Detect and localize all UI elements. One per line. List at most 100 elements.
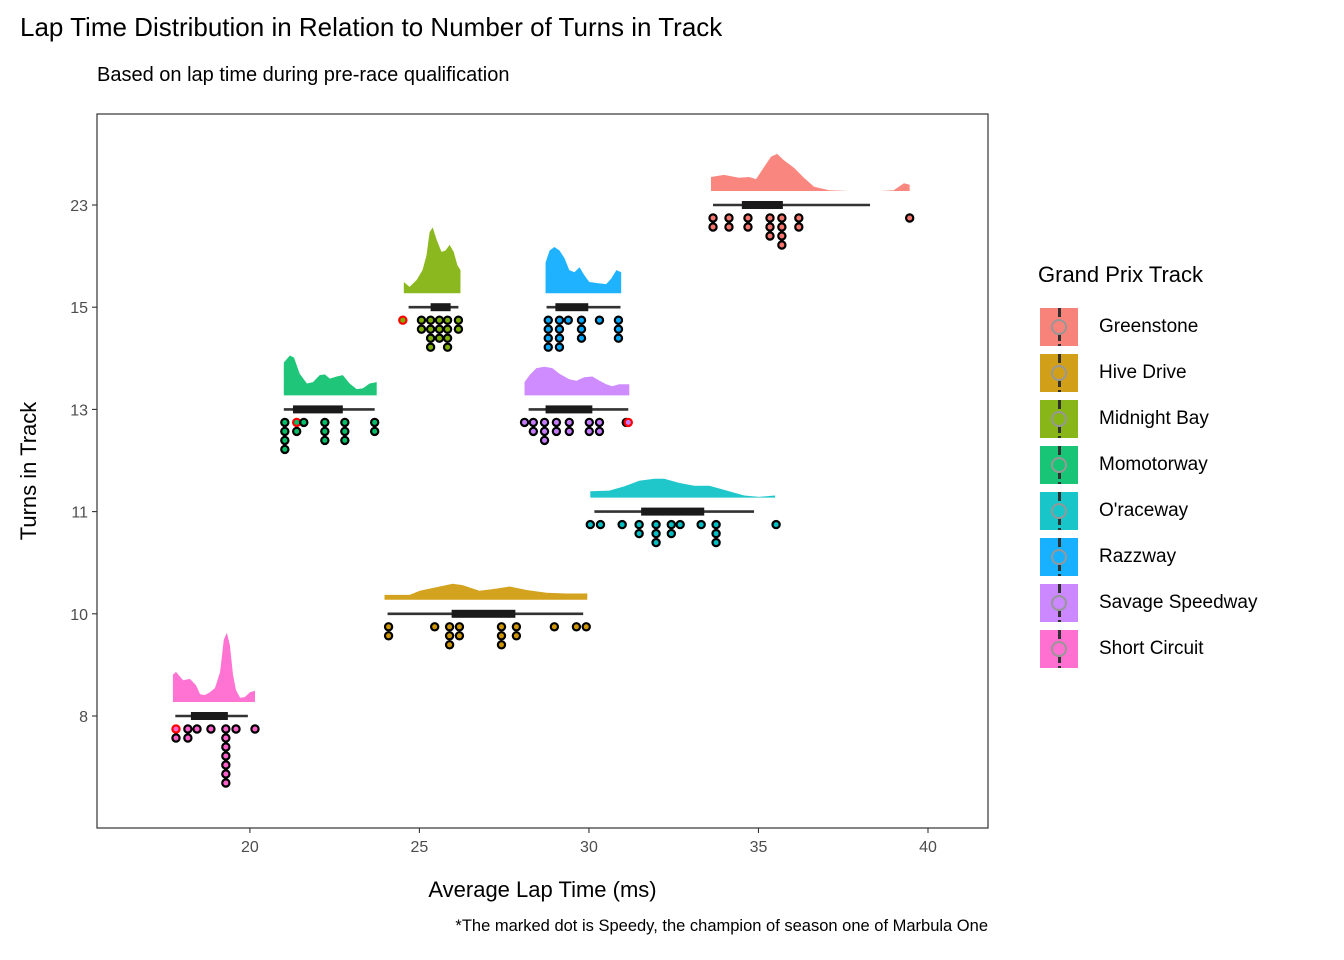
density-cloud [172,632,255,702]
legend-key-swatch [1040,492,1078,530]
legend-key-swatch [1040,400,1078,438]
data-dot [453,315,464,325]
legend-item: Hive Drive [1038,350,1257,396]
data-dot [777,231,787,241]
data-dot [340,435,350,446]
data-dot [594,417,605,428]
data-dot [585,519,596,530]
data-dot [511,631,522,641]
data-dot [651,537,661,548]
data-dot [594,315,605,325]
legend-item: Savage Speedway [1038,580,1257,626]
data-dot [383,622,394,632]
legend-key-swatch [1040,538,1078,576]
data-dot [584,417,594,428]
legend-key-swatch [1040,446,1078,484]
data-dot [280,426,290,437]
data-dot [434,333,445,343]
data-dot [221,742,231,752]
data-dot [221,778,231,788]
chart-caption: *The marked dot is Speedy, the champion … [455,917,988,935]
legend-key-point [1051,457,1067,473]
data-dot [613,324,624,334]
data-dot [221,733,231,743]
data-dot [221,751,231,761]
data-dot [442,324,453,334]
data-dot [340,417,350,428]
legend-item: Short Circuit [1038,626,1257,672]
data-dot [666,528,677,539]
legend-key-point [1051,365,1067,381]
series-o-raceway [585,478,781,548]
speedy-dot [623,417,633,428]
data-dot [280,435,290,446]
data-dot [320,426,330,437]
legend-item: O'raceway [1038,488,1257,534]
legend-label: Savage Speedway [1099,592,1258,613]
data-dot [429,622,440,632]
data-dot [563,315,573,325]
y-tick-label: 15 [70,300,88,317]
data-dot [444,622,455,632]
legend-item: Greenstone [1038,304,1257,350]
data-dot [231,724,241,734]
data-dot [320,417,330,428]
data-dot [299,417,309,428]
data-dot [554,333,565,343]
data-dot [454,622,465,632]
data-dot [724,222,734,232]
legend-key-swatch [1040,584,1078,622]
data-dot [711,519,721,530]
legend-key-point [1051,503,1067,519]
data-dot [743,213,753,223]
data-dot [675,519,685,530]
data-dot [183,733,193,743]
data-dot [696,519,706,530]
interquartile-box [190,712,228,720]
legend-label: O'raceway [1099,500,1189,521]
data-dot [543,333,553,343]
data-dot [765,222,775,232]
legend-label: Greenstone [1099,316,1199,337]
speedy-dot [171,724,181,734]
data-dot [496,640,507,650]
data-dot [528,417,539,428]
density-cloud [590,478,776,498]
interquartile-box [451,609,516,618]
data-dot [539,417,550,428]
data-dot [613,333,624,343]
interquartile-box [555,303,589,312]
data-dot [511,622,522,632]
data-dot [340,426,350,437]
data-dot [651,519,661,530]
data-dot [543,342,553,352]
legend-label: Midnight Bay [1099,408,1209,429]
density-cloud [545,247,622,294]
data-dot [617,519,627,530]
data-dot [416,324,427,334]
chart-title: Lap Time Distribution in Relation to Num… [20,12,723,42]
x-tick-label: 20 [241,839,259,856]
series-greenstone [708,153,915,250]
legend-label: Momotorway [1099,454,1208,475]
data-dot [280,444,290,455]
density-cloud [384,583,588,600]
data-dot [250,724,260,734]
data-dot [771,519,781,530]
series-midnight-bay [398,227,464,352]
data-dot [904,213,915,223]
x-tick-label: 40 [919,839,937,856]
data-dot [171,733,181,743]
data-dot [576,333,587,343]
data-dot [221,760,231,770]
x-axis-title: Average Lap Time (ms) [428,877,656,902]
data-dot [528,426,539,437]
data-dot [291,426,302,437]
y-tick-label: 13 [70,402,88,419]
x-tick-label: 35 [750,839,768,856]
data-dot [765,213,775,223]
data-dot [206,724,216,734]
data-dot [794,213,804,223]
legend-label: Short Circuit [1099,638,1204,659]
series-savage-speedway [519,366,633,446]
